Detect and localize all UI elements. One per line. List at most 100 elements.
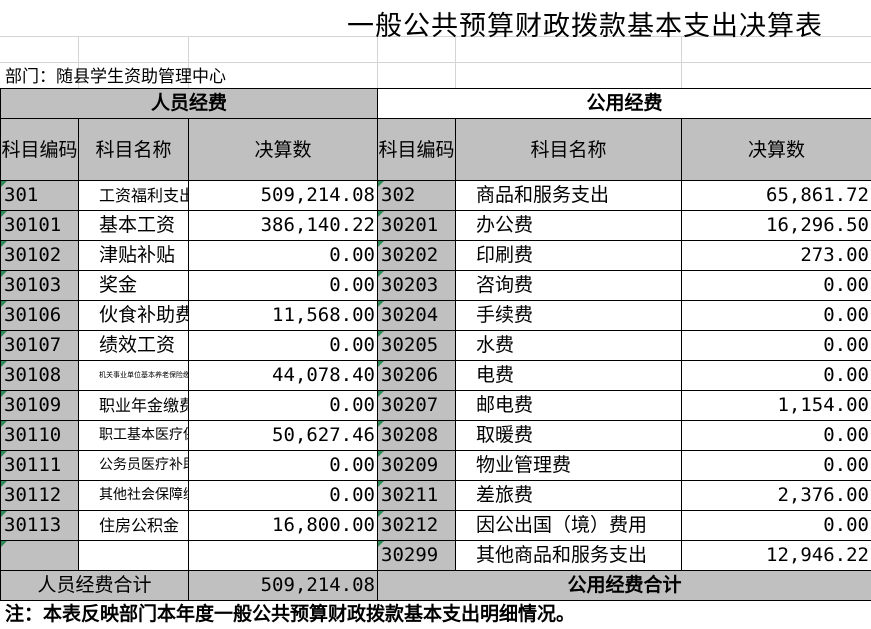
personnel-code-cell: 30111 bbox=[0, 450, 79, 481]
public-code-cell: 30206 bbox=[377, 360, 456, 391]
personnel-code-cell: 30103 bbox=[0, 270, 79, 301]
personnel-code-cell: 30107 bbox=[0, 330, 79, 361]
table-row: 30113 住房公积金 16,800.00 30212 因公出国（境）费用 0.00 bbox=[0, 510, 871, 541]
public-name-cell: 因公出国（境）费用 bbox=[455, 510, 682, 541]
public-code-cell: 30212 bbox=[377, 510, 456, 541]
public-amount-cell: 12,946.22 bbox=[681, 540, 871, 571]
public-code-cell: 30211 bbox=[377, 480, 456, 511]
personnel-total-amount: 509,214.08 bbox=[188, 570, 378, 601]
personnel-amount-cell: 44,078.40 bbox=[188, 360, 378, 391]
expenditure-table: 人员经费 公用经费 科目编码 科目名称 决算数 科目编码 科目名称 决算数 30… bbox=[0, 88, 871, 601]
table-row: 30102 津贴补贴 0.00 30202 印刷费 273.00 bbox=[0, 240, 871, 271]
personnel-name-cell: 伙食补助费 bbox=[78, 300, 189, 331]
personnel-amount-cell: 0.00 bbox=[188, 240, 378, 271]
personnel-amount-cell: 16,800.00 bbox=[188, 510, 378, 541]
personnel-code-cell bbox=[0, 540, 79, 571]
personnel-code-cell: 30101 bbox=[0, 210, 79, 241]
public-code-cell: 302 bbox=[377, 180, 456, 211]
personnel-name-cell: 津贴补贴 bbox=[78, 240, 189, 271]
group-personnel: 人员经费 bbox=[0, 88, 378, 119]
table-row: 30108 机关事业单位基本养老保险缴费 44,078.40 30206 电费 0.00 bbox=[0, 360, 871, 391]
personnel-total-label: 人员经费合计 bbox=[0, 570, 189, 601]
header-name: 科目名称 bbox=[78, 118, 189, 181]
totals-row: 人员经费合计 509,214.08 公用经费合计 bbox=[0, 570, 871, 601]
personnel-amount-cell: 50,627.46 bbox=[188, 420, 378, 451]
personnel-amount-cell: 0.00 bbox=[188, 450, 378, 481]
personnel-name-cell: 公务员医疗补助缴费 bbox=[78, 450, 189, 481]
public-total-label: 公用经费合计 bbox=[377, 570, 871, 601]
personnel-name-cell: 职业年金缴费 bbox=[78, 390, 189, 421]
personnel-name-cell: 住房公积金 bbox=[78, 510, 189, 541]
personnel-code-cell: 30102 bbox=[0, 240, 79, 271]
header-code: 科目编码 bbox=[377, 118, 456, 181]
public-code-cell: 30208 bbox=[377, 420, 456, 451]
personnel-amount-cell: 0.00 bbox=[188, 480, 378, 511]
public-amount-cell: 0.00 bbox=[681, 450, 871, 481]
public-name-cell: 差旅费 bbox=[455, 480, 682, 511]
personnel-amount-cell: 11,568.00 bbox=[188, 300, 378, 331]
public-name-cell: 商品和服务支出 bbox=[455, 180, 682, 211]
personnel-code-cell: 30108 bbox=[0, 360, 79, 391]
report-title: 一般公共预算财政拨款基本支出决算表 bbox=[347, 10, 823, 42]
personnel-amount-cell: 509,214.08 bbox=[188, 180, 378, 211]
public-name-cell: 物业管理费 bbox=[455, 450, 682, 481]
public-code-cell: 30299 bbox=[377, 540, 456, 571]
personnel-name-cell: 其他社会保障缴费 bbox=[78, 480, 189, 511]
public-amount-cell: 0.00 bbox=[681, 420, 871, 451]
group-header-row: 人员经费 公用经费 bbox=[0, 88, 871, 119]
personnel-name-cell: 工资福利支出 bbox=[78, 180, 189, 211]
personnel-amount-cell: 0.00 bbox=[188, 270, 378, 301]
footnote: 注：本表反映部门本年度一般公共预算财政拨款基本支出明细情况。 bbox=[5, 603, 576, 625]
public-amount-cell: 0.00 bbox=[681, 360, 871, 391]
group-public: 公用经费 bbox=[377, 88, 871, 119]
public-amount-cell: 1,154.00 bbox=[681, 390, 871, 421]
personnel-code-cell: 30106 bbox=[0, 300, 79, 331]
personnel-name-cell bbox=[78, 540, 189, 571]
public-name-cell: 水费 bbox=[455, 330, 682, 361]
public-name-cell: 咨询费 bbox=[455, 270, 682, 301]
public-name-cell: 印刷费 bbox=[455, 240, 682, 271]
table-row: 30106 伙食补助费 11,568.00 30204 手续费 0.00 bbox=[0, 300, 871, 331]
public-code-cell: 30203 bbox=[377, 270, 456, 301]
header-amount: 决算数 bbox=[188, 118, 378, 181]
public-amount-cell: 0.00 bbox=[681, 330, 871, 361]
public-code-cell: 30202 bbox=[377, 240, 456, 271]
public-name-cell: 手续费 bbox=[455, 300, 682, 331]
header-name: 科目名称 bbox=[455, 118, 682, 181]
table-row: 30103 奖金 0.00 30203 咨询费 0.00 bbox=[0, 270, 871, 301]
public-code-cell: 30207 bbox=[377, 390, 456, 421]
department-label: 部门：随县学生资助管理中心 bbox=[5, 67, 226, 87]
public-code-cell: 30201 bbox=[377, 210, 456, 241]
public-code-cell: 30205 bbox=[377, 330, 456, 361]
personnel-code-cell: 30113 bbox=[0, 510, 79, 541]
personnel-code-cell: 301 bbox=[0, 180, 79, 211]
public-amount-cell: 273.00 bbox=[681, 240, 871, 271]
public-name-cell: 邮电费 bbox=[455, 390, 682, 421]
table-row: 30299 其他商品和服务支出 12,946.22 bbox=[0, 540, 871, 571]
public-code-cell: 30204 bbox=[377, 300, 456, 331]
public-amount-cell: 0.00 bbox=[681, 510, 871, 541]
public-amount-cell: 16,296.50 bbox=[681, 210, 871, 241]
table-row: 30101 基本工资 386,140.22 30201 办公费 16,296.50 bbox=[0, 210, 871, 241]
header-code: 科目编码 bbox=[0, 118, 79, 181]
personnel-code-cell: 30109 bbox=[0, 390, 79, 421]
personnel-name-cell: 职工基本医疗保险缴费 bbox=[78, 420, 189, 451]
header-amount: 决算数 bbox=[681, 118, 871, 181]
table-row: 301 工资福利支出 509,214.08 302 商品和服务支出 65,861.72 bbox=[0, 180, 871, 211]
public-name-cell: 办公费 bbox=[455, 210, 682, 241]
public-amount-cell: 0.00 bbox=[681, 270, 871, 301]
personnel-name-cell: 绩效工资 bbox=[78, 330, 189, 361]
table-row: 30109 职业年金缴费 0.00 30207 邮电费 1,154.00 bbox=[0, 390, 871, 421]
personnel-name-cell: 基本工资 bbox=[78, 210, 189, 241]
public-code-cell: 30209 bbox=[377, 450, 456, 481]
public-name-cell: 其他商品和服务支出 bbox=[455, 540, 682, 571]
personnel-amount-cell bbox=[188, 540, 378, 571]
public-name-cell: 取暖费 bbox=[455, 420, 682, 451]
personnel-name-cell: 奖金 bbox=[78, 270, 189, 301]
public-amount-cell: 65,861.72 bbox=[681, 180, 871, 211]
table-row: 30107 绩效工资 0.00 30205 水费 0.00 bbox=[0, 330, 871, 361]
personnel-code-cell: 30112 bbox=[0, 480, 79, 511]
